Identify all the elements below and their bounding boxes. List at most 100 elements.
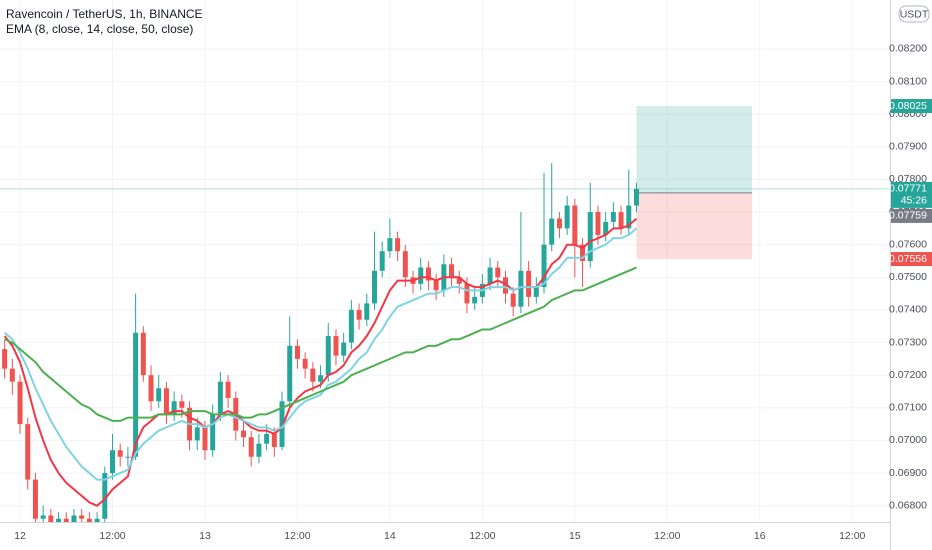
candle-body <box>487 267 493 284</box>
candle-body <box>217 381 223 415</box>
plot-area <box>0 106 890 522</box>
candle-body <box>472 296 478 304</box>
y-tick-label: 0.07900 <box>889 141 927 153</box>
x-tick-label: 12:00 <box>99 530 125 542</box>
candle-body <box>633 188 639 206</box>
candle-body <box>86 518 92 522</box>
candle-body <box>425 267 431 281</box>
candle-body <box>379 251 385 271</box>
candle-body <box>279 401 285 447</box>
ema-line <box>3 227 638 481</box>
profit-zone <box>636 106 753 193</box>
candle-body <box>318 375 324 382</box>
price-label: 0.08025 <box>889 100 927 112</box>
ema-line <box>4 266 637 422</box>
grid <box>0 0 890 522</box>
loss-zone <box>636 192 753 260</box>
candle-body <box>94 518 100 522</box>
candle-body <box>464 283 470 304</box>
candle-body <box>495 267 501 278</box>
candle-body <box>364 303 370 320</box>
candle-body <box>310 368 316 382</box>
candle-body <box>133 332 139 457</box>
y-tick-label: 0.07600 <box>889 238 927 250</box>
candle-body <box>526 270 532 297</box>
candle-body <box>264 433 270 444</box>
candle-body <box>156 388 162 402</box>
candle-body <box>32 479 38 519</box>
candle-body <box>603 221 609 235</box>
candle-body <box>387 238 393 252</box>
candle-body <box>533 287 539 297</box>
candle-body <box>518 270 524 307</box>
candle-body <box>587 212 593 261</box>
candle-body <box>287 345 293 402</box>
candle-body <box>79 515 85 519</box>
candle-body <box>564 205 570 229</box>
candle-body <box>48 515 54 522</box>
x-tick-label: 14 <box>384 530 396 542</box>
price-label-box <box>891 99 932 114</box>
candle-body <box>610 212 616 222</box>
candle-body <box>580 244 586 261</box>
candle-body <box>17 381 23 425</box>
y-tick-label: 0.07100 <box>889 402 927 414</box>
price-label-box <box>891 208 932 223</box>
countdown: 45:26 <box>901 195 927 207</box>
chart-title: Ravencoin / TetherUS, 1h, BINANCE <box>6 7 203 21</box>
candle-body <box>110 450 116 474</box>
currency-badge[interactable] <box>898 5 930 23</box>
candle-body <box>271 433 277 447</box>
candle-body <box>71 515 77 522</box>
y-tick-label: 0.06800 <box>889 499 927 511</box>
candle-body <box>171 401 177 415</box>
candle-body <box>341 342 347 356</box>
y-tick-label: 0.08100 <box>889 75 927 87</box>
candle-body <box>225 381 231 399</box>
x-tick-label: 13 <box>199 530 211 542</box>
candle-body <box>433 280 439 291</box>
price-label: 0.07556 <box>889 253 927 265</box>
candle-body <box>102 473 108 519</box>
candle-body <box>418 267 424 284</box>
candle-body <box>456 277 462 284</box>
candle-body <box>556 218 562 229</box>
x-tick-label: 12 <box>14 530 26 542</box>
candle-body <box>348 309 354 343</box>
candle-body <box>449 264 455 278</box>
x-tick-label: 12:00 <box>469 530 495 542</box>
candle-body <box>356 309 362 320</box>
candle-body <box>256 443 262 457</box>
indicator-legend: EMA (8, close, 14, close, 50, close) <box>6 22 193 36</box>
candle-body <box>395 238 401 252</box>
candle-body <box>194 427 200 441</box>
candle-body <box>572 205 578 245</box>
candle-body <box>240 430 246 438</box>
candle-body <box>402 251 408 278</box>
price-label-box <box>891 181 932 208</box>
candle-body <box>541 244 547 288</box>
candle-body <box>618 212 624 229</box>
candle-body <box>549 218 555 245</box>
candle-body <box>2 349 8 369</box>
y-tick-label: 0.08200 <box>889 43 927 55</box>
candle-body <box>63 518 69 522</box>
candle-body <box>140 332 146 376</box>
candle-body <box>56 518 62 522</box>
candle-body <box>210 414 216 451</box>
y-tick-label: 0.07000 <box>889 434 927 446</box>
candle-body <box>163 388 169 415</box>
price-label-box <box>891 252 932 267</box>
price-label: 0.07771 <box>889 183 927 195</box>
x-tick-label: 15 <box>569 530 581 542</box>
x-tick-label: 16 <box>754 530 766 542</box>
candle-body <box>248 437 254 457</box>
candle-body <box>502 277 508 294</box>
price-label: 0.07759 <box>889 210 927 222</box>
candle-body <box>202 427 208 451</box>
candle-body <box>595 212 601 235</box>
candle-body <box>325 336 331 376</box>
candle-body <box>179 401 185 408</box>
